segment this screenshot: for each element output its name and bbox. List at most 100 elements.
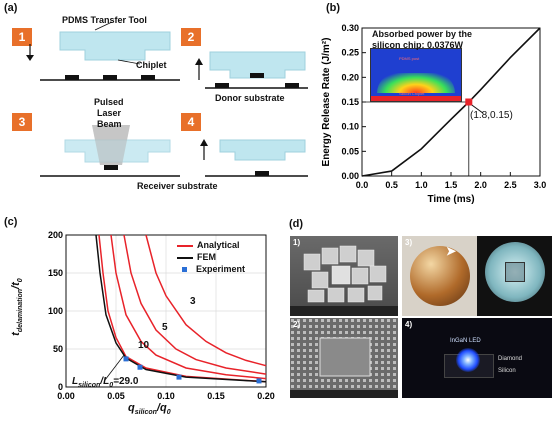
pdms-tool-step1 bbox=[59, 31, 171, 61]
c-ytick-label: 0 bbox=[58, 382, 63, 392]
arrow-pointer-icon: ➤ bbox=[446, 244, 457, 258]
curve-label-3: 3 bbox=[190, 296, 196, 307]
chip-step2-a bbox=[215, 83, 229, 88]
legend-analytical-label: Analytical bbox=[197, 240, 240, 250]
b-xtick-label: 0.0 bbox=[356, 180, 369, 190]
laser-beam-overlay bbox=[92, 125, 130, 165]
sub-label-2: 2) bbox=[293, 320, 301, 329]
step-3-badge: 3 bbox=[12, 113, 32, 131]
c-series-line-0 bbox=[145, 234, 267, 367]
chip-step3 bbox=[104, 165, 118, 170]
led-glow bbox=[456, 348, 480, 372]
c-xtick-label: 0.10 bbox=[157, 391, 175, 401]
b-ytick-label: 0.05 bbox=[341, 146, 359, 156]
c-series-line-2 bbox=[110, 234, 267, 380]
legend-fem: FEM bbox=[177, 252, 245, 264]
b-xlabel: Time (ms) bbox=[427, 194, 474, 205]
c-xtick-label: 0.15 bbox=[207, 391, 225, 401]
c-ytick-label: 50 bbox=[53, 344, 63, 354]
inset-pdms-post-label: PDMS post bbox=[399, 56, 420, 61]
b-xtick-label: 0.5 bbox=[385, 180, 398, 190]
microscope-frame bbox=[477, 236, 552, 316]
c-ratio-pointer bbox=[104, 354, 125, 381]
panel-d-label: (d) bbox=[289, 218, 304, 230]
pdms-tool-step4 bbox=[219, 139, 306, 161]
c-experiment-point bbox=[123, 356, 129, 362]
step-2-badge: 2 bbox=[181, 28, 201, 46]
c-ytick-label: 150 bbox=[48, 268, 63, 278]
legend-fem-label: FEM bbox=[197, 252, 216, 262]
chip-step1-b bbox=[103, 75, 117, 80]
step-4-badge: 4 bbox=[181, 113, 201, 131]
b-highlight-point bbox=[465, 98, 473, 106]
ratio-label: Lsilicon/L0=29.0 bbox=[72, 376, 139, 389]
legend-experiment-label: Experiment bbox=[196, 264, 246, 274]
chiplet-label: Chiplet bbox=[136, 60, 167, 70]
c-series-line-1 bbox=[123, 234, 267, 375]
c-experiment-point bbox=[256, 378, 262, 384]
sub-label-3: 3) bbox=[405, 238, 413, 247]
sem-image-2: 2) bbox=[290, 318, 398, 398]
up-arrow-head-step4 bbox=[200, 139, 208, 146]
chip-in-view bbox=[505, 262, 525, 282]
c-xtick-label: 0.05 bbox=[107, 391, 125, 401]
ratio-label-value: 29.0 bbox=[118, 376, 139, 387]
inset-silicon-chiplet-label: Silicon Chiplet bbox=[399, 91, 425, 96]
chip-step1-c bbox=[141, 75, 155, 80]
inset-caption-2: silicon chip: 0.0376W bbox=[372, 40, 464, 50]
b-xtick-label: 1.0 bbox=[415, 180, 428, 190]
dome-photo bbox=[410, 246, 470, 306]
c-xlabel: qsilicon/q0 bbox=[128, 402, 171, 417]
curve-label-5: 5 bbox=[162, 322, 168, 333]
b-xtick-label: 2.0 bbox=[474, 180, 487, 190]
silicon-chiplet-bar bbox=[371, 96, 461, 101]
chip-step2-b bbox=[285, 83, 299, 88]
c-legend: Analytical FEM Experiment bbox=[177, 240, 245, 276]
c-xtick-label: 0.00 bbox=[57, 391, 75, 401]
ingan-led-label: InGaN LED bbox=[450, 338, 481, 344]
sub-label-1: 1) bbox=[293, 238, 301, 247]
legend-experiment: Experiment bbox=[177, 264, 245, 276]
receiver-substrate-label: Receiver substrate bbox=[137, 181, 218, 191]
legend-experiment-swatch bbox=[182, 267, 187, 273]
b-ytick-label: 0.20 bbox=[341, 72, 359, 82]
legend-analytical: Analytical bbox=[177, 240, 245, 252]
panel-b-label: (b) bbox=[326, 2, 341, 14]
panel-c-label: (c) bbox=[4, 216, 18, 228]
up-arrow-head-step2 bbox=[195, 58, 203, 65]
legend-analytical-swatch bbox=[177, 244, 193, 247]
c-xtick-label: 0.20 bbox=[257, 391, 275, 401]
sem-image-1: 1) bbox=[290, 236, 398, 316]
step-1-badge: 1 bbox=[12, 28, 32, 46]
sem-grid-1 bbox=[290, 245, 398, 316]
curve-label-10: 10 bbox=[138, 340, 150, 351]
c-plot-frame bbox=[65, 234, 267, 388]
chip-step4-placed bbox=[255, 171, 269, 176]
silicon-label: Silicon bbox=[498, 368, 516, 374]
c-experiment-point bbox=[137, 364, 143, 370]
b-xtick-label: 1.5 bbox=[445, 180, 458, 190]
down-arrow-head-step1 bbox=[26, 55, 34, 61]
sub-label-4: 4) bbox=[405, 320, 413, 329]
b-ytick-label: 0.10 bbox=[341, 122, 359, 132]
laser-label-3: Beam bbox=[97, 119, 122, 129]
b-ytick-label: 0.25 bbox=[341, 48, 359, 58]
heat-gradient bbox=[377, 73, 455, 93]
chiplet-pointer bbox=[117, 59, 141, 65]
thermal-inset: PDMS post Silicon Chiplet bbox=[370, 48, 462, 102]
sem-pattern-2 bbox=[290, 318, 398, 398]
donor-substrate-label: Donor substrate bbox=[215, 93, 285, 103]
pdms-tool-label: PDMS Transfer Tool bbox=[62, 15, 147, 25]
b-xtick-label: 2.5 bbox=[504, 180, 517, 190]
b-point-pointer bbox=[471, 104, 484, 114]
laser-label-2: Laser bbox=[97, 108, 122, 118]
inset-caption-1: Absorbed power by the bbox=[372, 29, 473, 39]
b-series-line bbox=[361, 27, 541, 177]
b-ytick-label: 0.15 bbox=[341, 97, 359, 107]
chip-step2-picked bbox=[250, 73, 264, 78]
b-xtick-label: 3.0 bbox=[534, 180, 547, 190]
transfer-process-diagram bbox=[26, 21, 308, 177]
c-ytick-label: 100 bbox=[48, 306, 63, 316]
legend-fem-swatch bbox=[177, 256, 193, 259]
photo-3: 3) ➤ bbox=[402, 236, 552, 316]
